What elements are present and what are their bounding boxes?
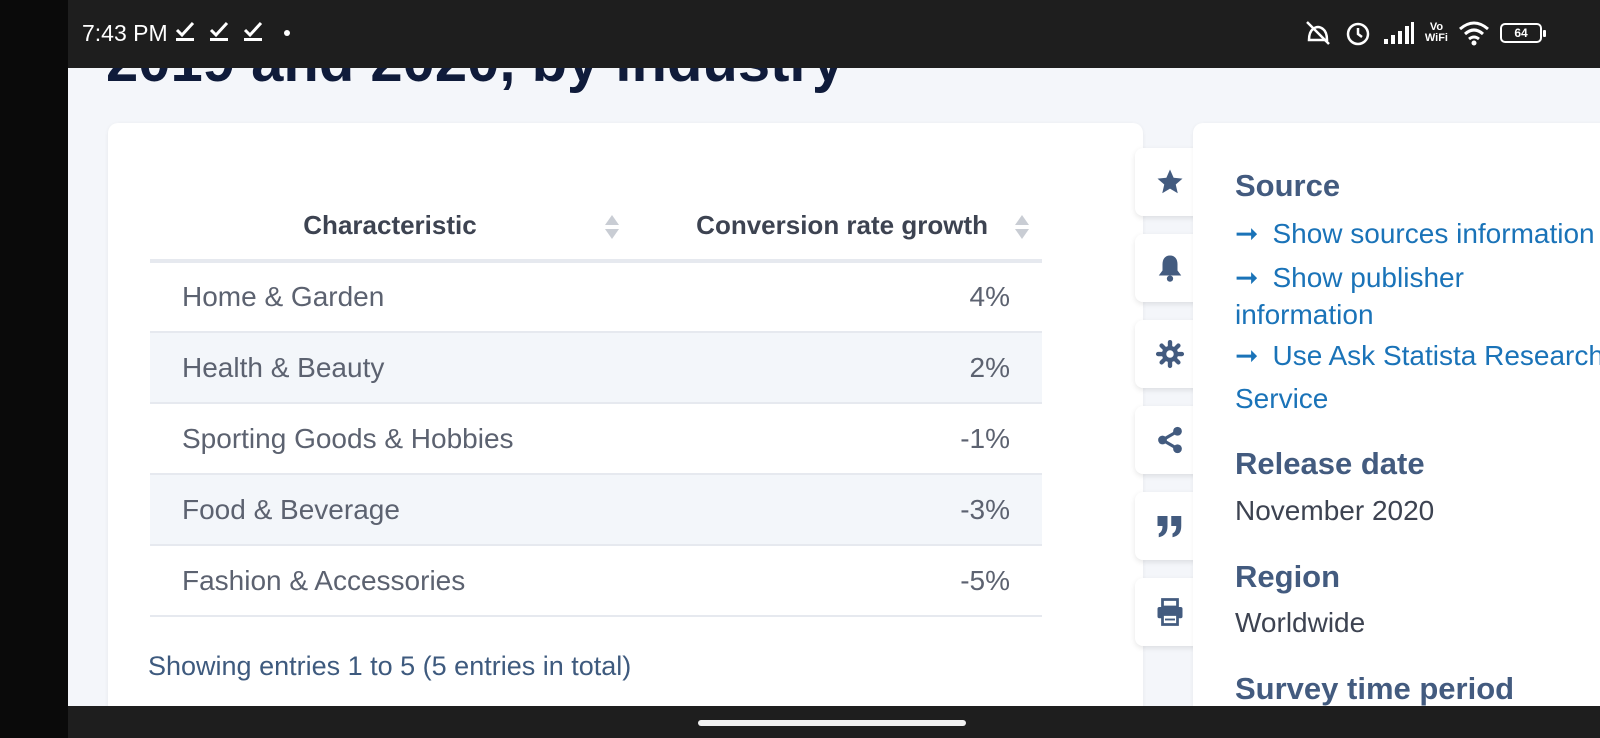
link-label: Show publisher: [1272, 262, 1464, 293]
signal-icon: [1383, 22, 1414, 44]
cell-characteristic: Food & Beverage: [150, 474, 630, 546]
arrow-right-icon: ➞: [1235, 262, 1259, 293]
vowifi-top: Vo: [1429, 21, 1444, 33]
source-heading: Source: [1235, 168, 1341, 203]
entries-info: Showing entries 1 to 5 (5 entries in tot…: [148, 651, 632, 681]
cell-value: -5%: [630, 545, 1042, 617]
notification-icons: [174, 20, 298, 42]
ask-statista-link[interactable]: ➞ Use Ask Statista Research: [1235, 339, 1600, 372]
link-label: information: [1235, 299, 1374, 330]
table-header-row: Characteristic Conversion rate growth: [150, 191, 1042, 263]
status-bar: 7:43 PM Vo WiFi 64: [68, 0, 1600, 68]
cell-characteristic: Home & Garden: [150, 261, 630, 333]
statistic-table-card: Characteristic Conversion rate growth Ho…: [108, 123, 1143, 706]
check-download-icon: [243, 21, 263, 41]
star-icon: [1157, 169, 1183, 194]
ask-statista-link-continued[interactable]: Service: [1235, 383, 1328, 415]
share-icon: [1158, 426, 1182, 454]
battery-icon: 64: [1500, 23, 1546, 43]
table-row: Health & Beauty 2%: [150, 332, 1042, 404]
quote-icon: [1157, 516, 1182, 538]
check-download-icon: [209, 21, 229, 41]
status-time: 7:43 PM: [82, 20, 168, 46]
cell-characteristic: Sporting Goods & Hobbies: [150, 403, 630, 475]
link-label: Use Ask Statista Research: [1272, 340, 1600, 371]
cell-characteristic: Fashion & Accessories: [150, 545, 630, 617]
status-icons: Vo WiFi 64: [1303, 18, 1546, 48]
print-icon: [1157, 598, 1183, 626]
link-label: Service: [1235, 383, 1329, 414]
column-header-label: Characteristic: [303, 209, 477, 240]
column-header-characteristic[interactable]: Characteristic: [150, 191, 630, 263]
arrow-right-icon: ➞: [1235, 340, 1259, 371]
cell-value: 4%: [630, 261, 1042, 333]
statistic-details-card: Source ➞ Show sources information ➞ Show p…: [1193, 123, 1600, 706]
cell-value: -1%: [630, 403, 1042, 475]
page: 2019 and 2020, by industry Characteristi…: [68, 68, 1600, 706]
page-title: 2019 and 2020, by industry: [106, 68, 844, 95]
vowifi-icon: Vo WiFi: [1425, 22, 1448, 44]
vibrate-mute-icon: [1305, 21, 1330, 45]
table-row: Home & Garden 4%: [150, 261, 1042, 333]
table-row: Fashion & Accessories -5%: [150, 545, 1042, 617]
bell-icon: [1158, 255, 1182, 282]
release-date-heading: Release date: [1235, 446, 1425, 481]
navigation-bar: [68, 706, 1600, 738]
alarm-icon: [1346, 22, 1370, 46]
link-label: Show sources information: [1272, 218, 1595, 249]
home-gesture-handle[interactable]: [698, 720, 966, 726]
column-header-label: Conversion rate growth: [696, 209, 988, 240]
column-header-conversion-rate-growth[interactable]: Conversion rate growth: [630, 191, 1042, 263]
release-date-value: November 2020: [1235, 495, 1435, 526]
table-row: Sporting Goods & Hobbies -1%: [150, 403, 1042, 475]
vowifi-bottom: WiFi: [1424, 32, 1448, 44]
region-heading: Region: [1235, 559, 1341, 594]
arrow-right-icon: ➞: [1235, 218, 1259, 249]
survey-period-heading: Survey time period: [1235, 671, 1515, 706]
statistic-table: Characteristic Conversion rate growth Ho…: [150, 191, 1042, 617]
cell-value: 2%: [630, 332, 1042, 404]
show-publisher-link[interactable]: ➞ Show publisher: [1235, 261, 1464, 294]
wifi-icon: [1459, 21, 1489, 46]
sort-icon[interactable]: [604, 213, 620, 241]
cell-characteristic: Health & Beauty: [150, 332, 630, 404]
dot-icon: [284, 30, 290, 36]
cell-value: -3%: [630, 474, 1042, 546]
left-bezel: [0, 0, 68, 738]
sort-icon[interactable]: [1014, 213, 1030, 241]
show-sources-link[interactable]: ➞ Show sources information: [1235, 217, 1595, 250]
battery-level: 64: [1514, 26, 1528, 40]
region-value: Worldwide: [1235, 607, 1366, 638]
gear-icon: [1155, 339, 1185, 369]
show-publisher-link-continued[interactable]: information: [1235, 299, 1374, 331]
table-row: Food & Beverage -3%: [150, 474, 1042, 546]
check-download-icon: [175, 21, 195, 41]
